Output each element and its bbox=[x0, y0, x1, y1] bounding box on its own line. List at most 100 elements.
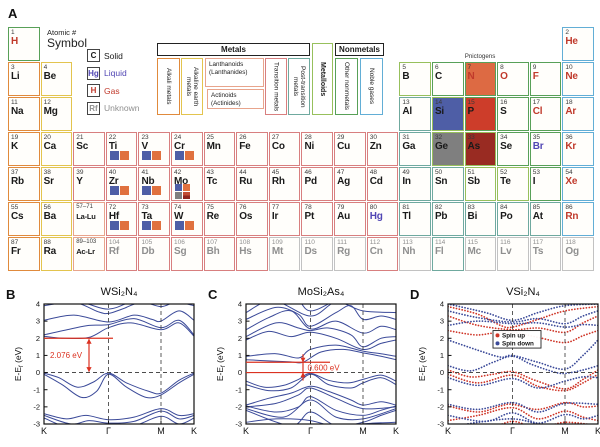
element-number: 47 bbox=[337, 169, 345, 176]
element-symbol: Hg bbox=[369, 211, 383, 222]
swatch-square bbox=[109, 151, 119, 160]
x-tick-label: K bbox=[191, 426, 197, 436]
band-line bbox=[246, 330, 396, 350]
y-tick-label: -1 bbox=[33, 385, 40, 394]
element-number: 48 bbox=[369, 169, 377, 176]
element-symbol: C bbox=[434, 71, 442, 82]
band-line-spin-down bbox=[448, 320, 598, 328]
gap-arrowhead-down bbox=[86, 367, 92, 373]
compound-swatches bbox=[109, 186, 132, 195]
element-number: 84 bbox=[500, 204, 508, 211]
y-tick-label: 2 bbox=[36, 334, 40, 343]
element-symbol: Og bbox=[565, 246, 579, 257]
element-number: 37 bbox=[11, 169, 19, 176]
element-cell-ne: 10 Ne bbox=[562, 62, 594, 96]
element-symbol: N bbox=[467, 71, 475, 82]
element-number: 4 bbox=[43, 64, 48, 71]
compound-swatches bbox=[142, 151, 164, 160]
metalloids-legend: Metalloids bbox=[312, 43, 333, 115]
state-legend-row: Hg Liquid bbox=[87, 66, 139, 80]
element-number: 55 bbox=[11, 204, 19, 211]
element-symbol: Ir bbox=[271, 211, 279, 222]
element-symbol: Ga bbox=[402, 141, 416, 152]
element-symbol: K bbox=[11, 141, 19, 152]
state-legend-row: Rf Unknown bbox=[87, 101, 139, 115]
y-tick-label: 0 bbox=[440, 368, 444, 377]
element-number: 83 bbox=[467, 204, 475, 211]
element-cell-si: 14 Si bbox=[431, 97, 464, 131]
element-symbol: B bbox=[402, 71, 410, 82]
element-number: 110 bbox=[304, 239, 315, 246]
element-symbol: Bi bbox=[467, 211, 478, 222]
element-symbol: I bbox=[532, 176, 536, 187]
y-tick-label: 3 bbox=[36, 317, 40, 326]
element-number: 33 bbox=[467, 134, 475, 141]
element-cell-w: 74 W bbox=[171, 202, 203, 236]
element-symbol: H bbox=[11, 36, 19, 47]
band-line bbox=[44, 372, 194, 395]
element-cell-ir: 77 Ir bbox=[268, 202, 301, 236]
element-symbol: P bbox=[467, 106, 475, 117]
element-number: 79 bbox=[337, 204, 345, 211]
element-symbol: Cn bbox=[369, 246, 383, 257]
element-symbol: Li bbox=[11, 71, 20, 82]
band-line bbox=[44, 322, 194, 340]
swatch-square bbox=[119, 186, 129, 195]
element-symbol: Br bbox=[532, 141, 544, 152]
element-cell-br: 35 Br bbox=[529, 132, 562, 166]
element-symbol: Mo bbox=[174, 176, 189, 187]
element-symbol: Se bbox=[500, 141, 512, 152]
element-symbol: S bbox=[500, 106, 507, 117]
element-symbol: Na bbox=[11, 106, 24, 117]
x-tick-label: M bbox=[157, 426, 165, 436]
element-cell-he: 2 He bbox=[562, 27, 594, 61]
element-symbol: In bbox=[402, 176, 411, 187]
element-symbol: Cs bbox=[11, 211, 24, 222]
x-tick-label: Γ bbox=[510, 426, 515, 436]
element-symbol: Fr bbox=[11, 246, 21, 257]
element-cell-au: 79 Au bbox=[334, 202, 366, 236]
element-cell-hs: 108 Hs bbox=[236, 237, 268, 271]
element-number: 74 bbox=[174, 204, 182, 211]
element-number: 89–103 bbox=[76, 239, 97, 245]
element-cell-ni: 28 Ni bbox=[301, 132, 334, 166]
band-line bbox=[246, 409, 396, 424]
swatch-square bbox=[183, 184, 191, 191]
band-line bbox=[246, 385, 396, 406]
element-cell-li: 3 Li bbox=[8, 62, 40, 96]
element-symbol: Sb bbox=[467, 176, 481, 187]
element-number: 32 bbox=[434, 134, 443, 141]
element-number: 44 bbox=[239, 169, 247, 176]
panel-c-label: C bbox=[208, 287, 218, 302]
element-cell-sg: 106 Sg bbox=[171, 237, 203, 271]
element-number: 88 bbox=[43, 239, 51, 246]
swatch-square bbox=[185, 151, 195, 160]
swatch-square bbox=[119, 221, 129, 230]
element-number: 117 bbox=[532, 239, 544, 246]
y-tick-label: -2 bbox=[437, 402, 444, 411]
element-cell-mg: 12 Mg bbox=[40, 97, 73, 131]
element-symbol: Rg bbox=[337, 246, 351, 257]
compound-swatches bbox=[175, 151, 197, 160]
periodic-table: 1 H 2 He 3 Li 4 Be 5 B 6 C 7 N 8 O 9 F 10 Ne 11 Na 12 Mg 13 Al 14 S… bbox=[8, 27, 594, 271]
element-symbol: Nb bbox=[141, 176, 155, 187]
element-number: 50 bbox=[434, 169, 443, 176]
element-number: 28 bbox=[304, 134, 312, 141]
element-number: 109 bbox=[271, 239, 283, 246]
compound-swatches bbox=[175, 184, 193, 199]
x-tick-label: M bbox=[359, 426, 367, 436]
band-line bbox=[246, 396, 396, 416]
state-legend-row: H Gas bbox=[87, 84, 139, 97]
element-number: 78 bbox=[304, 204, 312, 211]
element-cell-po: 84 Po bbox=[497, 202, 529, 236]
element-symbol: Ds bbox=[304, 246, 317, 257]
element-cell-sr: 38 Sr bbox=[40, 167, 73, 201]
element-symbol: Co bbox=[271, 141, 285, 152]
element-number: 87 bbox=[11, 239, 19, 246]
element-number: 11 bbox=[11, 99, 18, 106]
element-symbol: Pd bbox=[304, 176, 317, 187]
element-cell-cn: 112 Cn bbox=[366, 237, 399, 271]
element-symbol: Ta bbox=[141, 211, 152, 222]
state-legend-symbol: H bbox=[87, 84, 100, 97]
